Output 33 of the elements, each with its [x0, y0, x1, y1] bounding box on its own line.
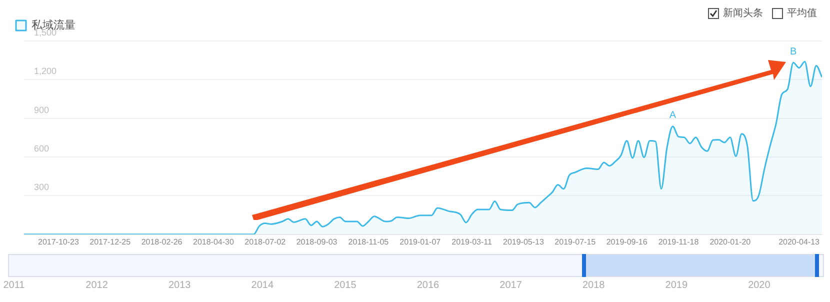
x-tick-label: 2019-03-11 — [452, 237, 493, 246]
text: 新闻头条 — [723, 6, 763, 20]
text: 2017 — [500, 280, 522, 291]
y-tick-label: 900 — [34, 104, 50, 115]
annotation: A — [669, 110, 676, 122]
annotation: B — [790, 46, 797, 58]
x-tick-label: 2018-04-30 — [192, 237, 234, 246]
x-tick-label: 2017-10-23 — [38, 237, 80, 246]
text: 2019 — [665, 280, 688, 291]
text: 2018 — [582, 280, 605, 291]
x-tick-label: 2020-04-13 — [778, 237, 820, 246]
y-tick-label: 300 — [34, 182, 50, 192]
y-tick-label: 600 — [34, 144, 50, 154]
x-tick-label: 2019-01-07 — [400, 237, 442, 246]
text: 2013 — [168, 280, 191, 291]
x-tick-label: 2019-11-18 — [658, 237, 700, 246]
text: 2020 — [748, 280, 770, 291]
x-tick-label: 2019-09-16 — [606, 237, 648, 246]
y-tick-label: 1,200 — [34, 66, 57, 76]
x-tick-label: 2018-07-02 — [244, 237, 286, 246]
text: 2011 — [3, 280, 25, 291]
text: 2015 — [334, 280, 356, 291]
text: 平均值 — [787, 7, 817, 20]
x-tick-label: 2018-02-26 — [141, 237, 183, 246]
text: 2016 — [416, 280, 440, 291]
text: 2014 — [251, 280, 274, 291]
text: 2012 — [86, 280, 108, 291]
x-tick-label: 2019-07-15 — [554, 237, 596, 246]
x-tick-label: 2018-09-03 — [296, 237, 338, 246]
x-tick-label: 2019-05-13 — [503, 237, 544, 246]
x-tick-label: 2017-12-25 — [90, 237, 132, 246]
x-tick-label: 2020-01-20 — [710, 237, 752, 246]
x-tick-label: 2018-11-05 — [348, 237, 390, 246]
